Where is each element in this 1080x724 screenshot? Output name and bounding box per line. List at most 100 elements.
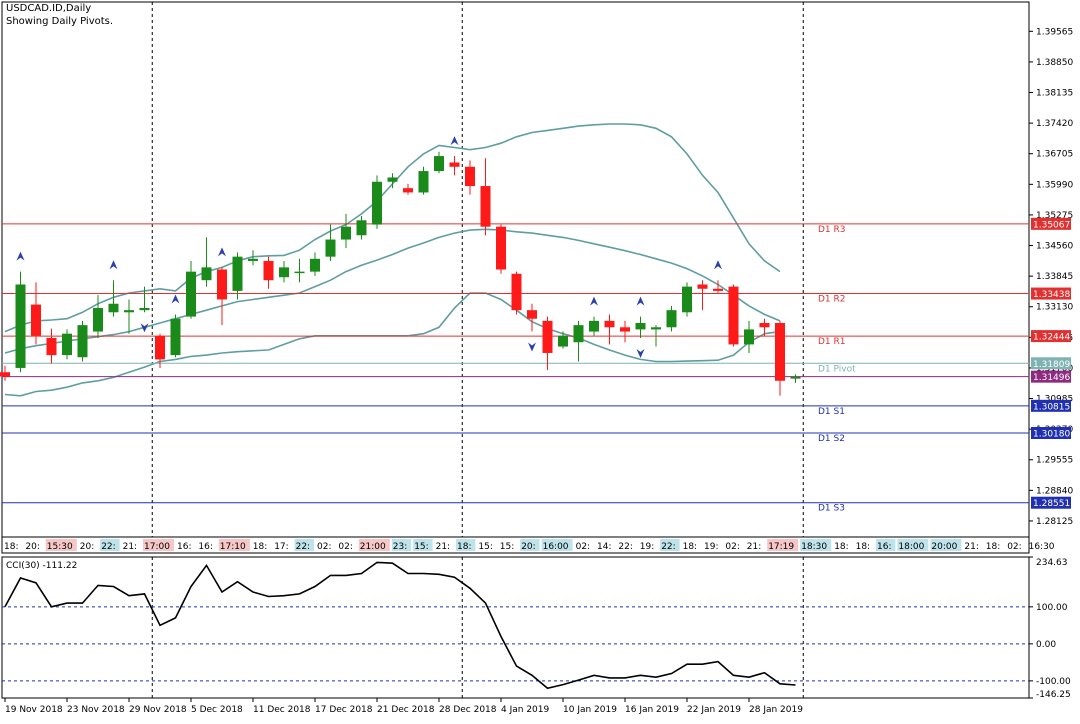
- time-label-30: 19:: [704, 542, 718, 552]
- candle-body-14: [217, 269, 227, 300]
- time-label-42: 02:: [1007, 542, 1021, 552]
- pivot-price-s2-box: [1031, 426, 1071, 439]
- price-tick-label-8: 1.33845: [1036, 272, 1073, 282]
- time-label-28: 22:: [661, 542, 675, 552]
- candle-body-18: [279, 267, 289, 278]
- current-price-label: 1.31496: [1033, 373, 1070, 383]
- candle-body-7: [108, 303, 119, 313]
- candle-body-6: [93, 308, 103, 332]
- price-tick-label-6: 1.35275: [1036, 211, 1073, 221]
- date-label-0: 19 Nov 2018: [5, 705, 63, 715]
- candle-body-21: [325, 239, 336, 257]
- time-label-33: 17:19: [768, 542, 794, 552]
- date-label-7: 28 Dec 2018: [439, 705, 497, 715]
- fractal-arrows: [16, 136, 722, 358]
- pivot-price-s2-label: 1.30180: [1033, 429, 1070, 439]
- symbol-title: USDCAD.ID,Daily: [6, 3, 92, 14]
- time-label-39: 20:00: [931, 542, 957, 552]
- pivot-price-pivot-box: [1031, 357, 1071, 370]
- candle-body-32: [496, 226, 506, 270]
- time-label-15: 21:00: [360, 542, 386, 552]
- pivot-label-pivot: D1 Pivot: [818, 364, 856, 374]
- price-tick-label-2: 1.38135: [1036, 89, 1073, 99]
- pivot-price-r3-box: [1031, 217, 1071, 230]
- time-label-26: 22:: [618, 542, 632, 552]
- bollinger-middle: [4, 228, 781, 354]
- time-label-5: 21:: [123, 542, 137, 552]
- fractal-up-29: [450, 136, 459, 146]
- pivot-lines: D1 R3 D1 R2 D1 R1 D1 Pivot D1 S1 D1 S2 D1 S3: [2, 223, 1029, 514]
- time-label-bg-17: [413, 539, 433, 551]
- candle-body-38: [589, 320, 599, 332]
- candle-body-15: [232, 256, 243, 291]
- pivot-label-s3: D1 S3: [818, 504, 845, 514]
- bollinger-upper: [4, 123, 781, 333]
- price-tick-label-7: 1.34560: [1036, 242, 1073, 252]
- candle-body-11: [170, 318, 181, 356]
- time-label-6: 17:00: [144, 542, 170, 552]
- fractal-up-7: [109, 260, 118, 270]
- candle-body-33: [511, 273, 522, 311]
- time-label-16: 23:: [393, 542, 407, 552]
- time-label-35: 18:: [834, 542, 848, 552]
- time-label-bg-34: [800, 539, 832, 551]
- time-label-41: 18:: [986, 542, 1000, 552]
- fractal-down-41: [636, 348, 645, 358]
- date-label-9: 10 Jan 2019: [563, 705, 617, 715]
- time-label-10: 18:: [253, 542, 267, 552]
- candle-body-1: [15, 284, 26, 368]
- fractal-down-9: [140, 323, 149, 333]
- price-tick-label-5: 1.35990: [1036, 180, 1073, 190]
- candle-body-23: [356, 220, 367, 236]
- candle-body-48: [744, 329, 754, 345]
- pivot-price-s1-box: [1031, 399, 1071, 412]
- candle-body-8: [124, 310, 134, 313]
- fractal-up-41: [636, 296, 645, 306]
- candle-body-16: [248, 258, 258, 261]
- date-label-10: 16 Jan 2019: [625, 705, 679, 715]
- candle-body-30: [465, 166, 475, 187]
- bollinger-lower: [4, 292, 781, 397]
- fractal-up-46: [714, 260, 722, 270]
- candle-body-45: [697, 284, 708, 289]
- price-tick-label-16: 1.28125: [1036, 517, 1073, 527]
- cci-tick-label-3: -100.00: [1036, 677, 1071, 687]
- time-label-bg-23: [541, 539, 573, 551]
- time-label-22: 20:: [521, 542, 535, 552]
- time-label-bg-2: [45, 539, 77, 551]
- candle-body-50: [775, 323, 785, 381]
- time-label-bg-6: [143, 539, 174, 551]
- time-label-23: 16:00: [543, 542, 569, 552]
- time-label-2: 15:30: [47, 542, 73, 552]
- candle-body-10: [155, 335, 165, 360]
- candle-body-13: [201, 267, 212, 281]
- time-label-25: 14:: [597, 542, 611, 552]
- cci-line: [4, 561, 796, 690]
- pivot-price-r1-box: [1031, 330, 1071, 343]
- pivot-price-r3-label: 1.35067: [1033, 220, 1070, 230]
- time-label-bg-38: [897, 539, 929, 551]
- time-label-bg-9: [218, 539, 250, 551]
- candle-body-31: [480, 186, 491, 227]
- time-label-17: 15:: [414, 542, 428, 552]
- candle-body-41: [635, 323, 646, 330]
- time-label-bg-16: [391, 539, 412, 551]
- time-label-8: 16:: [198, 542, 212, 552]
- time-label-bg-15: [358, 539, 390, 551]
- date-axis: 19 Nov 2018 23 Nov 2018 29 Nov 2018 5 Dec 2…: [4, 698, 803, 715]
- pivot-price-s3-label: 1.28551: [1033, 499, 1070, 509]
- pivot-price-pivot-label: 1.31809: [1033, 360, 1070, 370]
- candle-body-35: [542, 320, 553, 353]
- pivot-price-r2-label: 1.33438: [1033, 290, 1070, 300]
- time-labels-bar: 18: 20: 15:30 20: 22: 21: 17:00 16: 16: 17:10 18: 1…: [4, 539, 1055, 552]
- candle-body-24: [372, 181, 382, 225]
- pivot-price-r1-label: 1.32444: [1033, 333, 1070, 343]
- vertical-separators: [151, 2, 804, 698]
- time-label-43: 16:30: [1029, 542, 1055, 552]
- fractal-up-14: [218, 247, 226, 257]
- price-tick-label-4: 1.36705: [1036, 150, 1073, 160]
- date-label-1: 23 Nov 2018: [67, 705, 125, 715]
- cci-tick-label-1: 100.00: [1036, 603, 1068, 613]
